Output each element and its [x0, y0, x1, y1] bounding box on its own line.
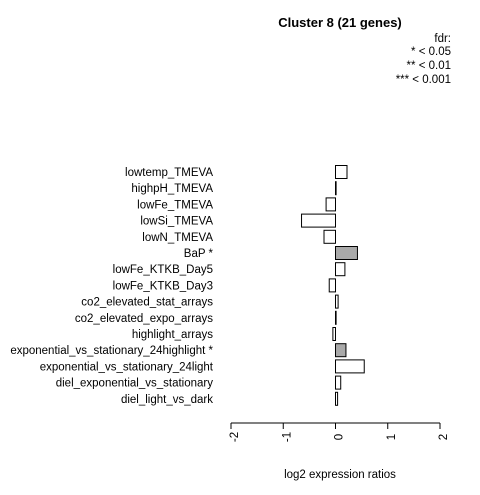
- plot-area: lowtemp_TMEVA highpH_TMEVA lowFe_TMEVA lowS…: [10, 165, 450, 442]
- bar: [335, 359, 365, 374]
- bar: [335, 391, 339, 406]
- bar: [332, 327, 337, 341]
- legend-entry-2: ** < 0.01: [407, 60, 451, 72]
- category-label: exponential_vs_stationary_24highlight *: [10, 345, 213, 357]
- category-label: lowFe_KTKB_Day3: [113, 280, 213, 292]
- bar: [325, 197, 337, 212]
- bar: [335, 310, 337, 325]
- x-tick-label: 2: [438, 434, 450, 440]
- category-label: highpH_TMEVA: [131, 183, 213, 195]
- x-tick-label: 0: [334, 434, 346, 440]
- category-label: lowtemp_TMEVA: [125, 167, 213, 179]
- category-label: lowFe_KTKB_Day5: [113, 264, 213, 276]
- bar: [335, 262, 346, 277]
- category-label: highlight_arrays: [132, 329, 213, 341]
- chart-title: Cluster 8 (21 genes): [278, 15, 402, 30]
- category-label: lowFe_TMEVA: [137, 199, 213, 211]
- category-label: lowN_TMEVA: [142, 232, 213, 244]
- x-tick-label: -1: [281, 432, 293, 442]
- category-label: exponential_vs_stationary_24light: [40, 361, 214, 373]
- category-label: co2_elevated_stat_arrays: [81, 297, 213, 309]
- bar: [328, 278, 337, 293]
- bar: [335, 165, 348, 179]
- bar: [335, 246, 358, 260]
- bar: [323, 229, 337, 244]
- legend-entry-1: * < 0.05: [411, 46, 451, 58]
- bar: [335, 294, 339, 309]
- category-label: co2_elevated_expo_arrays: [75, 313, 213, 325]
- category-label: diel_exponential_vs_stationary: [56, 378, 214, 390]
- legend-title: fdr:: [434, 33, 451, 45]
- category-label: diel_light_vs_dark: [121, 394, 213, 406]
- x-tick-label: 1: [386, 434, 398, 440]
- category-label: lowSi_TMEVA: [140, 216, 213, 228]
- x-tick-label: -2: [229, 432, 241, 442]
- bar: [335, 375, 342, 390]
- legend-entry-3: *** < 0.001: [396, 74, 451, 86]
- bar: [335, 343, 347, 358]
- bar: [301, 213, 337, 228]
- category-label: BaP *: [184, 248, 214, 260]
- x-axis-label: log2 expression ratios: [284, 469, 396, 481]
- bar: [335, 181, 337, 196]
